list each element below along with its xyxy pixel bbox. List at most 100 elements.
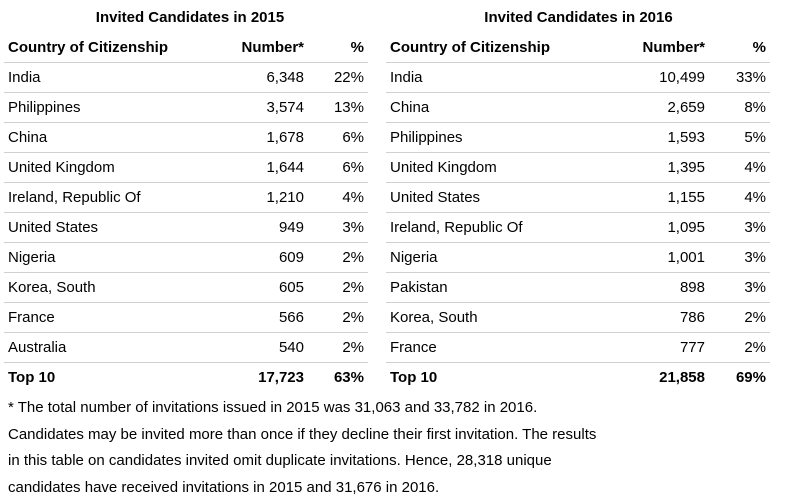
row-number: 1,593: [667, 129, 705, 146]
row-percent: 4%: [744, 189, 766, 206]
row-percent: 4%: [342, 189, 364, 206]
footnote-line: * The total number of invitations issued…: [8, 399, 538, 416]
row-percent: 2%: [744, 339, 766, 356]
row-country: Nigeria: [390, 249, 438, 266]
row-country: Pakistan: [390, 279, 448, 296]
row-country: United Kingdom: [390, 159, 497, 176]
row-country: Philippines: [390, 129, 463, 146]
row-rule: [4, 62, 368, 63]
row-number: 3,574: [266, 99, 304, 116]
footnote-line: Candidates may be invited more than once…: [8, 425, 597, 443]
total-percent: 69%: [735, 369, 766, 386]
total-number: 21,858: [659, 369, 705, 386]
row-country: India: [8, 69, 41, 86]
footnote-line: candidates have received invitations in …: [8, 478, 440, 496]
row-number: 609: [278, 249, 304, 266]
header-number: Number*: [241, 39, 304, 56]
row-country: China: [8, 129, 48, 146]
row-country: United States: [390, 189, 481, 206]
row-percent: 2%: [744, 309, 766, 326]
total-percent: 63%: [333, 369, 364, 386]
total-country: Top 10: [8, 369, 56, 386]
row-rule: [386, 152, 770, 153]
header-percent: %: [752, 39, 766, 56]
row-rule: [386, 122, 770, 123]
row-country: Australia: [8, 339, 67, 356]
row-percent: 3%: [744, 279, 766, 296]
row-rule: [4, 332, 368, 333]
row-rule: [4, 122, 368, 123]
row-percent: 3%: [744, 219, 766, 236]
row-percent: 2%: [342, 279, 364, 296]
row-number: 1,210: [266, 189, 304, 206]
row-rule: [386, 302, 770, 303]
row-number: 949: [278, 219, 304, 236]
row-rule: [4, 152, 368, 153]
row-country: Ireland, Republic Of: [8, 189, 141, 206]
row-country: India: [390, 69, 423, 86]
row-rule: [4, 182, 368, 183]
header-country: Country of Citizenship: [8, 39, 168, 56]
row-country: Korea, South: [8, 279, 96, 296]
row-rule: [4, 302, 368, 303]
row-percent: 6%: [342, 159, 364, 176]
row-number: 6,348: [266, 69, 304, 86]
row-country: China: [390, 99, 430, 116]
row-rule: [4, 272, 368, 273]
row-percent: 2%: [342, 339, 364, 356]
row-country: United Kingdom: [8, 159, 115, 176]
row-rule: [386, 62, 770, 63]
row-rule: [386, 362, 770, 363]
row-number: 605: [278, 279, 304, 296]
row-rule: [386, 182, 770, 183]
row-rule: [4, 242, 368, 243]
footnote-line: in this table on candidates invited omit…: [8, 452, 552, 469]
table-title: Invited Candidates in 2015: [95, 9, 285, 26]
row-number: 10,499: [659, 69, 705, 86]
row-number: 1,395: [667, 159, 705, 176]
table-title: Invited Candidates in 2016: [484, 9, 673, 26]
row-rule: [386, 242, 770, 243]
row-number: 898: [679, 279, 705, 296]
row-number: 1,095: [667, 219, 705, 236]
row-percent: 22%: [333, 69, 364, 86]
row-number: 540: [278, 339, 304, 356]
row-percent: 13%: [333, 99, 364, 116]
total-number: 17,723: [258, 369, 304, 386]
row-country: Philippines: [8, 99, 81, 116]
row-rule: [386, 272, 770, 273]
row-country: Korea, South: [390, 309, 478, 326]
row-country: Nigeria: [8, 249, 56, 266]
row-rule: [386, 92, 770, 93]
row-percent: 2%: [342, 249, 364, 266]
row-percent: 3%: [342, 219, 364, 236]
row-rule: [4, 212, 368, 213]
row-country: United States: [8, 219, 99, 236]
row-percent: 33%: [735, 69, 766, 86]
row-percent: 2%: [342, 309, 364, 326]
row-percent: 3%: [744, 249, 766, 266]
row-country: Ireland, Republic Of: [390, 219, 523, 236]
row-country: France: [390, 339, 437, 356]
row-rule: [386, 332, 770, 333]
row-number: 786: [679, 309, 705, 326]
row-number: 1,155: [667, 189, 705, 206]
header-country: Country of Citizenship: [390, 39, 550, 56]
row-rule: [4, 92, 368, 93]
row-number: 1,644: [266, 159, 304, 176]
header-number: Number*: [642, 39, 705, 56]
row-percent: 8%: [744, 99, 766, 116]
total-country: Top 10: [390, 369, 438, 386]
row-percent: 5%: [744, 129, 766, 146]
row-country: France: [8, 309, 55, 326]
row-number: 2,659: [667, 99, 705, 116]
header-percent: %: [350, 39, 364, 56]
row-number: 566: [278, 309, 304, 326]
row-rule: [4, 362, 368, 363]
row-percent: 4%: [744, 159, 766, 176]
row-percent: 6%: [342, 129, 364, 146]
row-number: 1,001: [667, 249, 705, 266]
row-number: 777: [679, 339, 705, 356]
row-rule: [386, 212, 770, 213]
